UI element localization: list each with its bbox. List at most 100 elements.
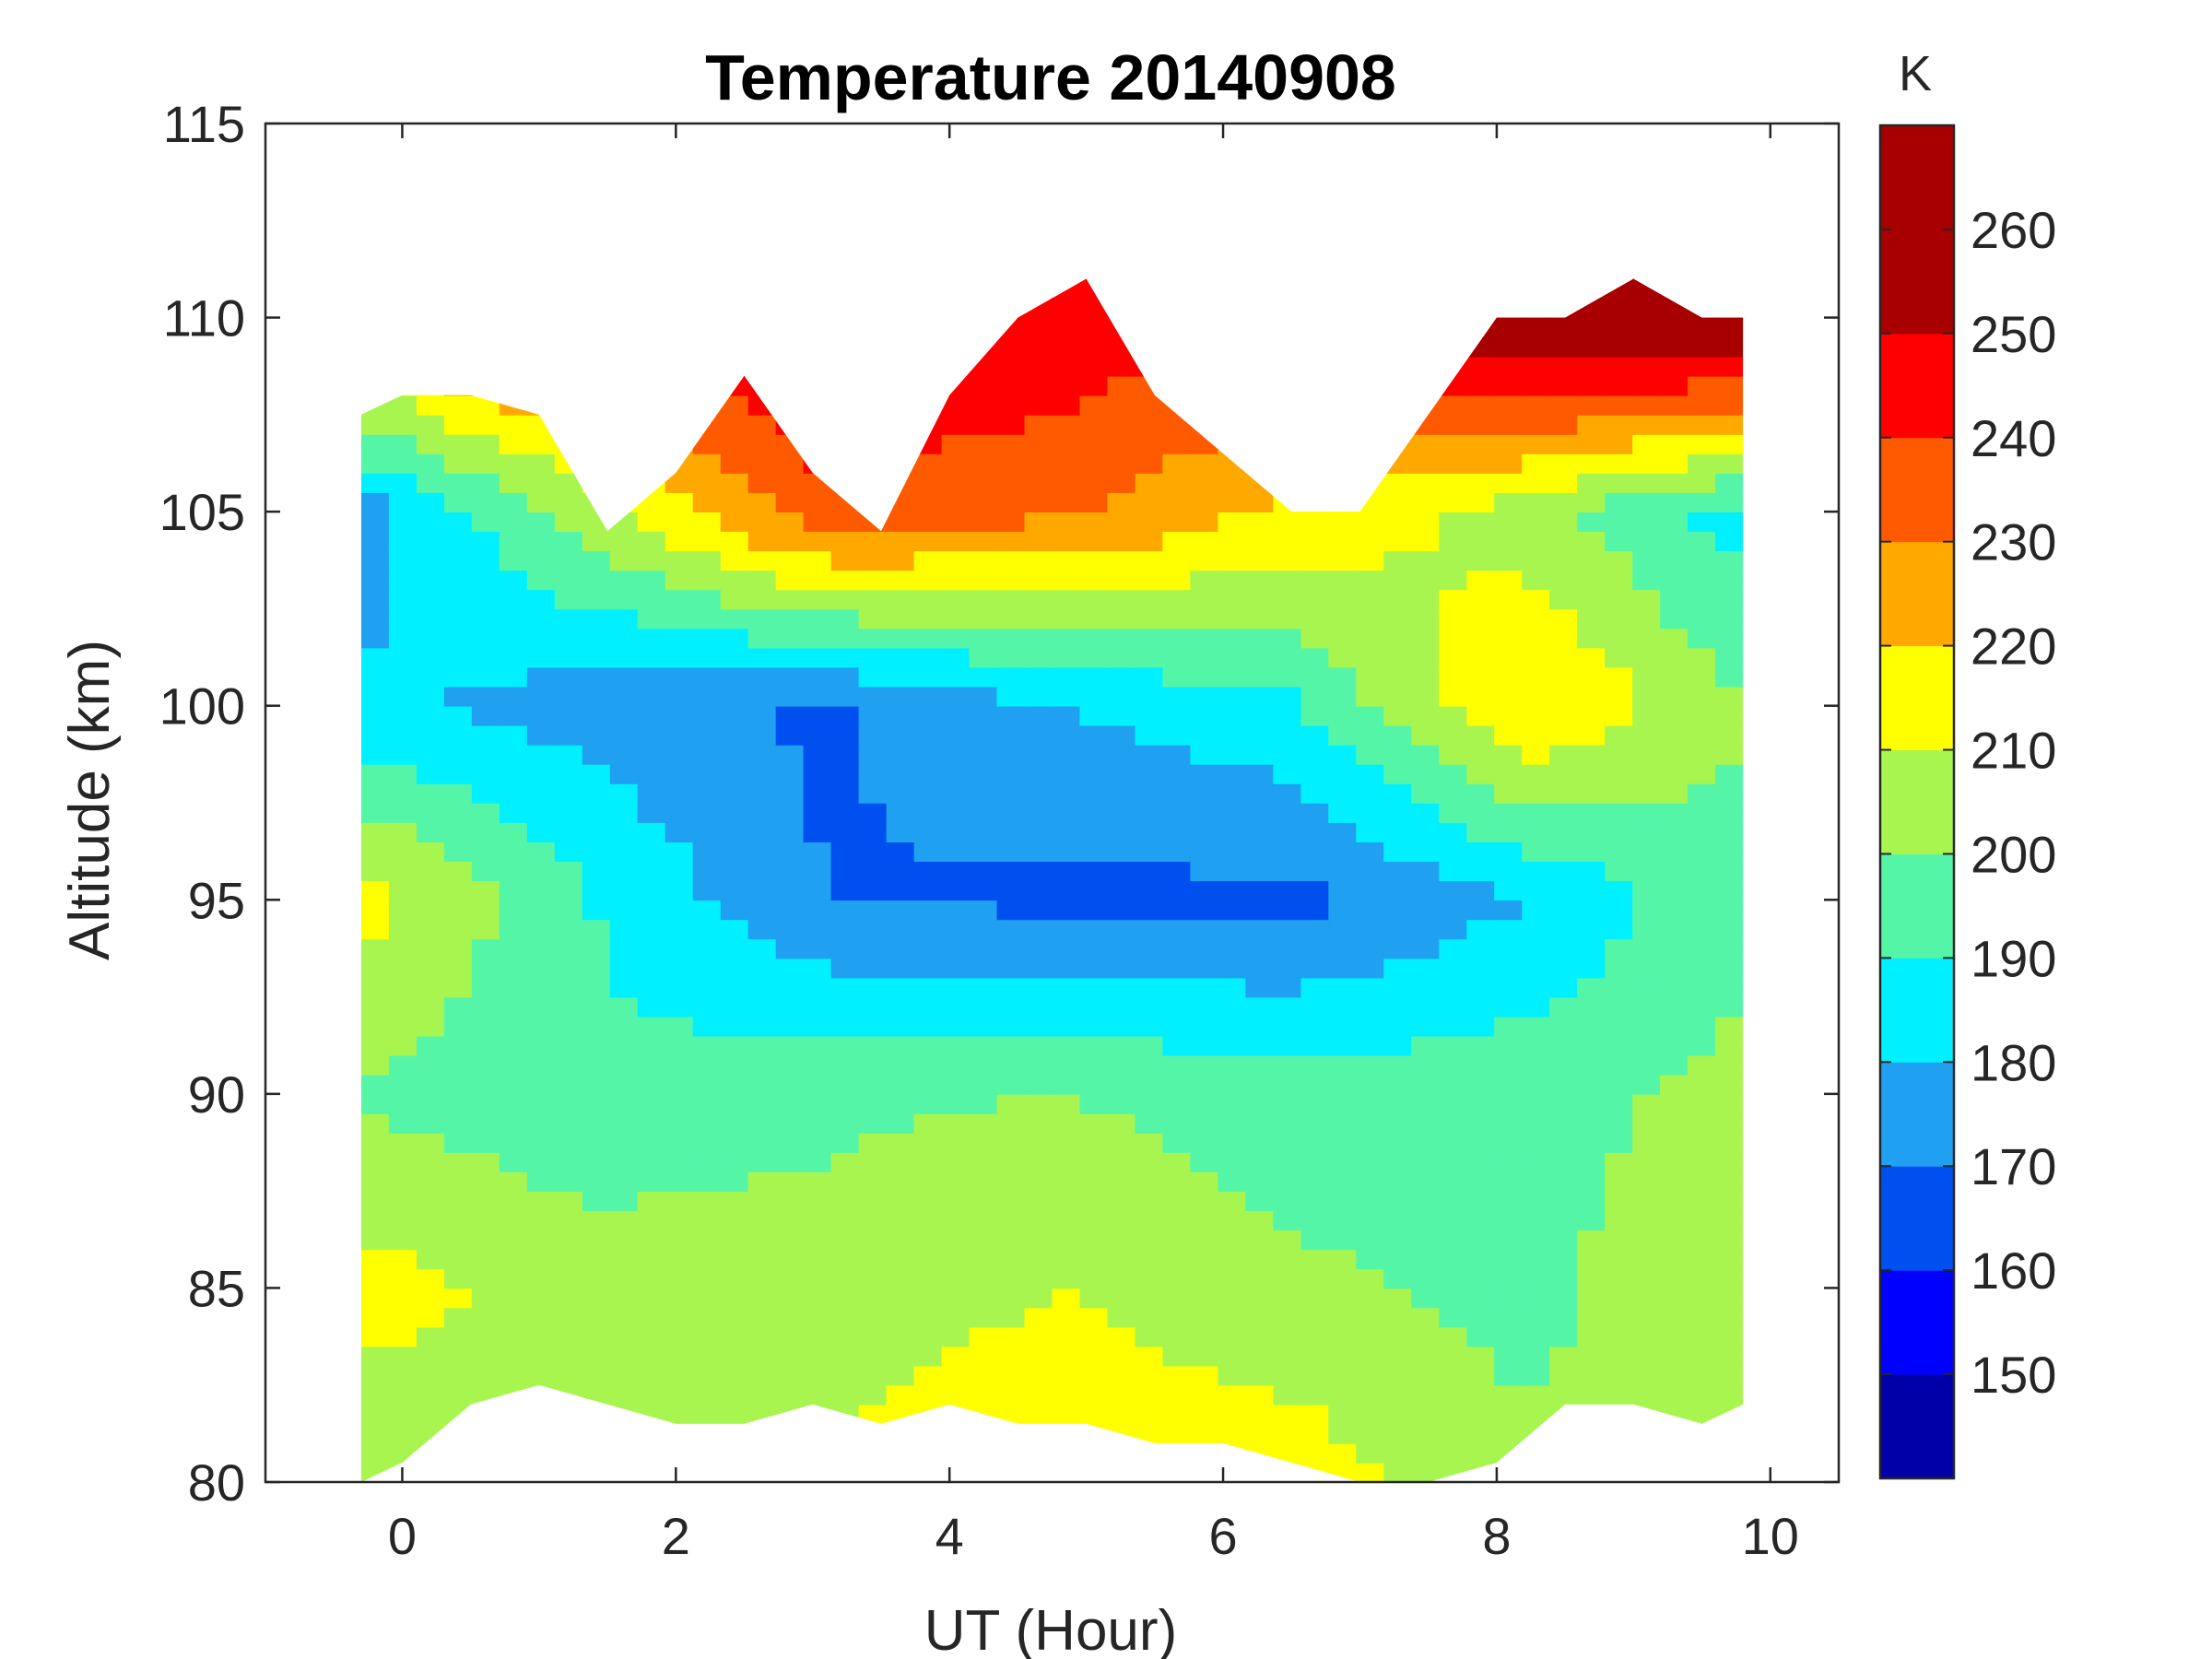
contour-cell [1688, 589, 1716, 610]
contour-cell [416, 841, 445, 862]
contour-cell [499, 531, 528, 552]
contour-cell [1383, 880, 1413, 901]
contour-cell [1273, 822, 1302, 842]
contour-cell [1383, 1346, 1413, 1367]
contour-cell [1494, 317, 1523, 338]
contour-cell [1107, 647, 1136, 668]
contour-cell [582, 782, 611, 804]
contour-cell [443, 880, 473, 901]
contour-cell [1024, 782, 1053, 804]
contour-cell [443, 453, 473, 474]
contour-cell [1549, 996, 1578, 1018]
contour-cell [1190, 900, 1219, 921]
contour-cell [1135, 1210, 1164, 1231]
contour-cell [913, 938, 943, 959]
contour-cell [858, 1230, 888, 1251]
contour-cell [443, 744, 473, 765]
contour-cell [471, 1152, 500, 1172]
contour-cell [1522, 1074, 1550, 1095]
contour-cell [1660, 782, 1688, 804]
contour-cell [1715, 473, 1744, 493]
contour-cell [471, 1054, 500, 1076]
contour-cell [526, 1171, 556, 1192]
contour-cell [1632, 1249, 1661, 1270]
contour-cell [1356, 1442, 1385, 1464]
contour-cell [747, 1268, 777, 1289]
contour-cell [1632, 666, 1661, 688]
contour-cell [416, 414, 445, 435]
contour-cell [1107, 1307, 1136, 1328]
contour-cell [692, 492, 722, 512]
contour-cell [443, 647, 473, 668]
contour-cell [360, 782, 390, 804]
contour-cell [609, 1171, 639, 1192]
contour-cell [416, 880, 445, 901]
contour-cell [1466, 433, 1496, 454]
contour-cell [1190, 570, 1219, 591]
contour-cell [1328, 628, 1358, 649]
contour-cell [1383, 628, 1413, 649]
contour-cell [858, 977, 888, 998]
contour-cell [913, 803, 943, 823]
contour-cell [692, 803, 722, 823]
contour-cell [1411, 782, 1441, 804]
contour-cell [1411, 1191, 1441, 1211]
contour-cell [830, 763, 860, 784]
contour-cell [1356, 686, 1385, 707]
contour-cell [1328, 1249, 1358, 1270]
contour-cell [996, 550, 1026, 571]
contour-cell [775, 1171, 805, 1192]
contour-cell [1383, 666, 1413, 688]
contour-cell [996, 1288, 1026, 1309]
contour-cell [1300, 1326, 1330, 1347]
contour-cell [526, 473, 556, 493]
contour-cell [1135, 1171, 1164, 1192]
contour-cell [471, 666, 500, 688]
contour-cell [747, 686, 777, 707]
contour-cell [609, 841, 639, 862]
contour-cell [1383, 647, 1413, 668]
contour-cell [609, 996, 639, 1018]
contour-cell [360, 1133, 390, 1153]
contour-cell [471, 1288, 500, 1309]
contour-cell [692, 744, 722, 765]
contour-cell [886, 1346, 915, 1367]
contour-cell [582, 1249, 611, 1270]
contour-cell [941, 996, 971, 1018]
contour-cell [1245, 1249, 1275, 1270]
contour-cell [1549, 492, 1578, 512]
contour-cell [388, 1112, 418, 1134]
contour-cell [1328, 647, 1358, 668]
contour-cell [913, 647, 943, 668]
contour-cell [582, 1288, 611, 1309]
contour-cell [1632, 686, 1661, 707]
contour-cell [1466, 822, 1496, 842]
contour-cell [1605, 1171, 1633, 1192]
contour-cell [1300, 1404, 1330, 1425]
contour-cell [858, 900, 888, 921]
contour-cell [1190, 1171, 1219, 1192]
contour-cell [416, 1384, 445, 1406]
contour-cell [1577, 686, 1606, 707]
contour-cell [1494, 803, 1523, 823]
contour-cell [443, 1093, 473, 1114]
contour-cell [554, 763, 583, 784]
contour-cell [1522, 1035, 1550, 1056]
contour-cell [1052, 1133, 1081, 1153]
contour-cell [803, 647, 832, 668]
contour-cell [582, 958, 611, 979]
contour-cell [609, 900, 639, 921]
contour-cell [360, 919, 390, 940]
contour-cell [803, 782, 832, 804]
contour-cell [665, 900, 694, 921]
contour-cell [637, 1035, 666, 1056]
contour-cell [665, 996, 694, 1018]
contour-cell [720, 1288, 749, 1309]
contour-cell [1162, 512, 1192, 532]
contour-cell [1605, 1268, 1633, 1289]
contour-cell [941, 763, 971, 784]
contour-cell [692, 1133, 722, 1153]
contour-cell [1300, 977, 1330, 998]
contour-cell [720, 880, 749, 901]
contour-cell [1356, 666, 1385, 688]
